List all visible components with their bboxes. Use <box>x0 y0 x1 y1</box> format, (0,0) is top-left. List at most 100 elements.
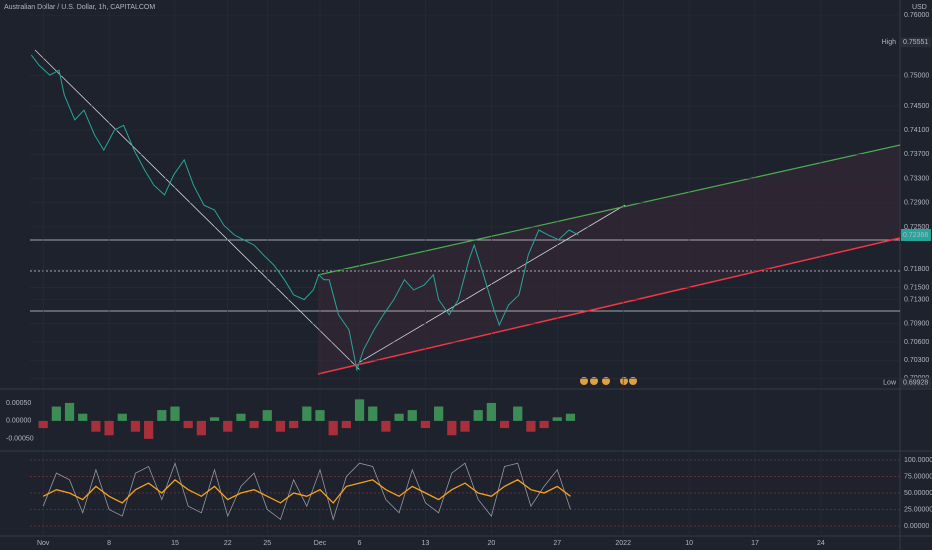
channel-fill <box>318 145 900 374</box>
y-tick-label: 0.75000 <box>904 73 929 80</box>
histogram-bar <box>104 420 114 436</box>
histogram-bar <box>130 420 141 432</box>
y-tick-label: 0.74100 <box>904 127 929 134</box>
y-tick-label: 50.00000 <box>904 490 932 497</box>
histogram-bar <box>328 420 338 436</box>
y-tick-label: 0.70600 <box>904 339 929 346</box>
y-tick-label: 0.73300 <box>904 175 929 182</box>
event-icon[interactable] <box>590 377 598 385</box>
histogram-bar <box>275 420 286 432</box>
y-tick-label: 0.71300 <box>904 296 929 303</box>
oscillator-line <box>42 478 571 504</box>
y-tick-label: 0.71800 <box>904 266 929 273</box>
price-tag <box>901 377 931 388</box>
histogram-bar <box>209 417 220 421</box>
trend-line-green <box>317 144 901 276</box>
histogram-bar <box>434 406 444 421</box>
histogram-bar <box>552 417 562 421</box>
histogram-bar <box>315 410 325 421</box>
histogram-bar <box>368 406 378 421</box>
event-icon[interactable] <box>602 377 610 385</box>
y-tick-label: 0.71500 <box>904 284 929 291</box>
event-icon[interactable] <box>629 377 637 385</box>
trend-line-red <box>317 237 901 375</box>
x-tick-label: 17 <box>751 540 759 547</box>
histogram-bar <box>513 406 523 421</box>
x-tick-label: 6 <box>358 540 362 547</box>
price-tag-name: Low <box>883 380 897 387</box>
x-tick-label: 27 <box>553 540 561 547</box>
x-tick-label: 13 <box>422 540 430 547</box>
x-tick-label: 22 <box>224 540 232 547</box>
y-tick-label: 0.74500 <box>904 103 929 110</box>
histogram-bar <box>51 406 61 421</box>
y-tick-label: 0.70300 <box>904 357 929 364</box>
event-icon[interactable] <box>580 377 588 385</box>
histogram-bar <box>394 413 404 421</box>
y-tick-label: 0.00050 <box>6 400 31 407</box>
trend-line <box>34 49 361 371</box>
histogram-bar <box>407 410 417 421</box>
histogram-bar <box>78 413 88 421</box>
x-tick-label: 25 <box>263 540 271 547</box>
x-tick-label: 15 <box>171 540 179 547</box>
histogram-bar <box>341 420 351 429</box>
y-tick-label: 25.00000 <box>904 506 932 513</box>
chart-title: Australian Dollar / U.S. Dollar, 1h, CAP… <box>4 4 155 11</box>
histogram-bar <box>420 420 431 429</box>
price-tag-value: 0.75551 <box>903 39 928 46</box>
x-tick-label: 10 <box>685 540 693 547</box>
histogram-bar <box>157 410 167 421</box>
x-tick-label: Dec <box>314 540 327 547</box>
y-tick-label: -0.00050 <box>6 436 34 443</box>
histogram-bar <box>539 420 549 429</box>
histogram-bar <box>565 413 576 421</box>
x-tick-label: 24 <box>817 540 825 547</box>
histogram-bar <box>64 402 75 421</box>
histogram-bar <box>144 420 154 439</box>
histogram-bar <box>38 420 48 429</box>
histogram-bar <box>302 406 312 421</box>
histogram-bar <box>262 410 272 421</box>
y-tick-label: 0.73700 <box>904 151 929 158</box>
histogram-bar <box>499 420 510 429</box>
y-tick-label: 0.70900 <box>904 321 929 328</box>
histogram-bar <box>223 420 233 432</box>
y-tick-label: 0.00000 <box>6 418 31 425</box>
event-icons[interactable] <box>580 377 637 385</box>
histogram-bar <box>354 399 365 421</box>
histogram-bar <box>526 420 536 432</box>
price-tag-name: High <box>882 39 897 46</box>
histogram-bar <box>460 420 470 432</box>
currency-label: USD <box>912 4 927 11</box>
histogram-bar <box>183 420 193 429</box>
y-tick-label: 0.72900 <box>904 200 929 207</box>
histogram-bar <box>196 420 206 436</box>
y-tick-label: 0.00000 <box>904 523 929 530</box>
price-tag-value: 0.69928 <box>903 380 928 387</box>
x-tick-label: Nov <box>37 540 50 547</box>
oscillator-line <box>42 461 571 521</box>
histogram-bar <box>91 420 101 432</box>
last-price-value: 0.72368 <box>903 232 928 239</box>
histogram-bar <box>447 420 457 436</box>
x-tick-label: 2022 <box>615 540 631 547</box>
histogram-bar <box>381 420 391 432</box>
x-tick-label: 20 <box>487 540 495 547</box>
histogram-bar <box>249 420 259 429</box>
event-icon[interactable] <box>620 377 628 385</box>
histogram-bar <box>473 410 483 421</box>
y-tick-label: 100.00000 <box>904 457 932 464</box>
price-tag <box>901 37 931 48</box>
y-tick-label: 75.00000 <box>904 473 932 480</box>
x-tick-label: 8 <box>107 540 111 547</box>
histogram-bar <box>117 413 127 421</box>
y-tick-label: 0.76000 <box>904 12 929 19</box>
last-price-tag <box>901 228 931 241</box>
histogram-bar <box>486 402 496 421</box>
y-tick-label: 0.72500 <box>904 224 929 231</box>
histogram-bar <box>170 406 180 421</box>
histogram-bar <box>289 420 299 429</box>
